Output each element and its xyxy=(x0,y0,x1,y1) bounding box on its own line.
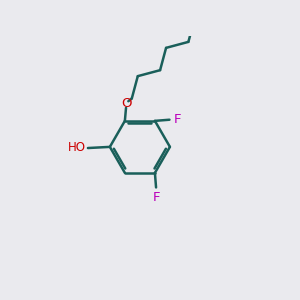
Text: HO: HO xyxy=(68,141,86,154)
Text: F: F xyxy=(152,191,160,204)
Text: F: F xyxy=(173,113,181,126)
Text: O: O xyxy=(121,97,131,110)
